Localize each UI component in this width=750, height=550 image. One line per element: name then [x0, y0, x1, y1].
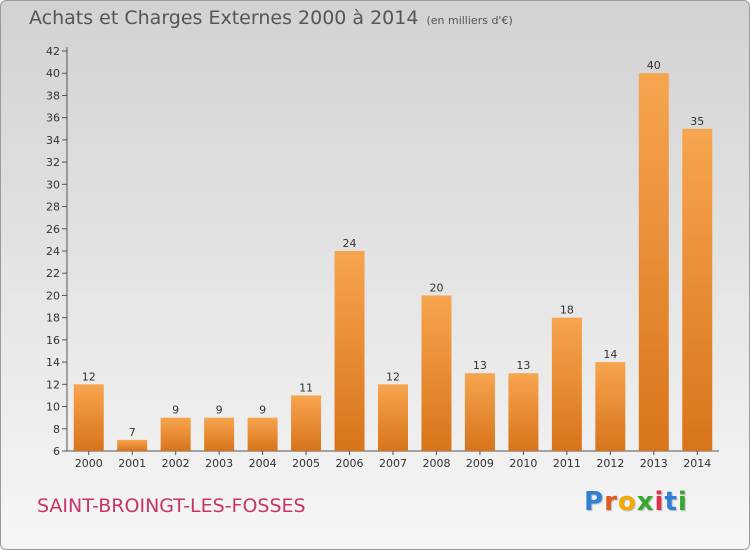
x-tick-label: 2005 [292, 457, 320, 470]
x-tick-label: 2003 [205, 457, 233, 470]
bar-value-label: 12 [82, 370, 96, 383]
logo-letter: t [664, 487, 678, 517]
bar [638, 73, 669, 451]
bar-value-label: 9 [216, 404, 223, 417]
y-tick-label: 18 [46, 312, 60, 325]
bar-value-label: 14 [603, 348, 617, 361]
bar-value-label: 13 [473, 359, 487, 372]
bar [551, 317, 582, 451]
x-tick-label: 2013 [640, 457, 668, 470]
x-tick-label: 2002 [162, 457, 190, 470]
y-tick-label: 8 [53, 423, 60, 436]
bar [247, 417, 278, 451]
bar-value-label: 35 [690, 115, 704, 128]
bar [291, 395, 322, 451]
bar-value-label: 12 [386, 370, 400, 383]
y-tick-label: 26 [46, 223, 60, 236]
bar-value-label: 11 [299, 381, 313, 394]
y-tick-label: 6 [53, 445, 60, 458]
y-tick-label: 30 [46, 178, 60, 191]
bar-value-label: 20 [429, 281, 443, 294]
bar-value-label: 13 [516, 359, 530, 372]
bar-value-label: 24 [343, 237, 357, 250]
commune-name: SAINT-BROINGT-LES-FOSSES [37, 495, 306, 517]
y-tick-label: 16 [46, 334, 60, 347]
x-tick-label: 2007 [379, 457, 407, 470]
bars: 12 7 9 9 9 11 24 12 20 13 13 18 14 40 35 [73, 59, 713, 451]
x-tick-label: 2004 [249, 457, 277, 470]
y-tick-label: 22 [46, 267, 60, 280]
y-tick-label: 38 [46, 89, 60, 102]
logo-letter: o [617, 487, 637, 517]
bar-value-label: 40 [647, 59, 661, 72]
logo-letter: i [677, 487, 688, 517]
y-tick-label: 32 [46, 156, 60, 169]
y-tick-label: 10 [46, 401, 60, 414]
x-tick-label: 2012 [596, 457, 624, 470]
bar [117, 439, 148, 451]
bar [334, 251, 365, 451]
y-tick-label: 14 [46, 356, 60, 369]
bar-value-label: 18 [560, 304, 574, 317]
logo-letter: x [636, 487, 655, 517]
x-tick-label: 2000 [75, 457, 103, 470]
y-tick-label: 24 [46, 245, 60, 258]
x-tick-label: 2011 [553, 457, 581, 470]
logo-letter: r [604, 487, 618, 517]
bar [204, 417, 235, 451]
y-tick-label: 20 [46, 289, 60, 302]
bar [73, 384, 104, 451]
bar [160, 417, 191, 451]
x-tick-label: 2001 [118, 457, 146, 470]
proxiti-logo: Proxiti [584, 487, 688, 517]
y-tick-label: 42 [46, 45, 60, 58]
bar [682, 128, 713, 451]
x-tick-label: 2010 [509, 457, 537, 470]
bar [508, 373, 539, 451]
y-tick-label: 28 [46, 201, 60, 214]
bar [378, 384, 408, 451]
x-tick-label: 2006 [336, 457, 364, 470]
x-tick-label: 2008 [422, 457, 450, 470]
y-tick-label: 40 [46, 67, 60, 80]
x-tick-label: 2009 [466, 457, 494, 470]
bar [464, 373, 495, 451]
bar-value-label: 9 [259, 404, 266, 417]
y-tick-label: 34 [46, 134, 60, 147]
y-tick-label: 36 [46, 112, 60, 125]
bar-value-label: 7 [129, 426, 136, 439]
y-tick-label: 12 [46, 378, 60, 391]
x-tick-label: 2014 [683, 457, 711, 470]
bar-value-label: 9 [172, 404, 179, 417]
logo-letter: i [654, 487, 665, 517]
chart-subtitle: (en milliers d'€) [426, 14, 513, 27]
logo-letter: P [584, 487, 605, 517]
chart-title-text: Achats et Charges Externes 2000 à 2014 [29, 7, 419, 29]
bar [421, 295, 452, 451]
bar [595, 362, 626, 451]
chart-title: Achats et Charges Externes 2000 à 2014 (e… [29, 7, 513, 29]
